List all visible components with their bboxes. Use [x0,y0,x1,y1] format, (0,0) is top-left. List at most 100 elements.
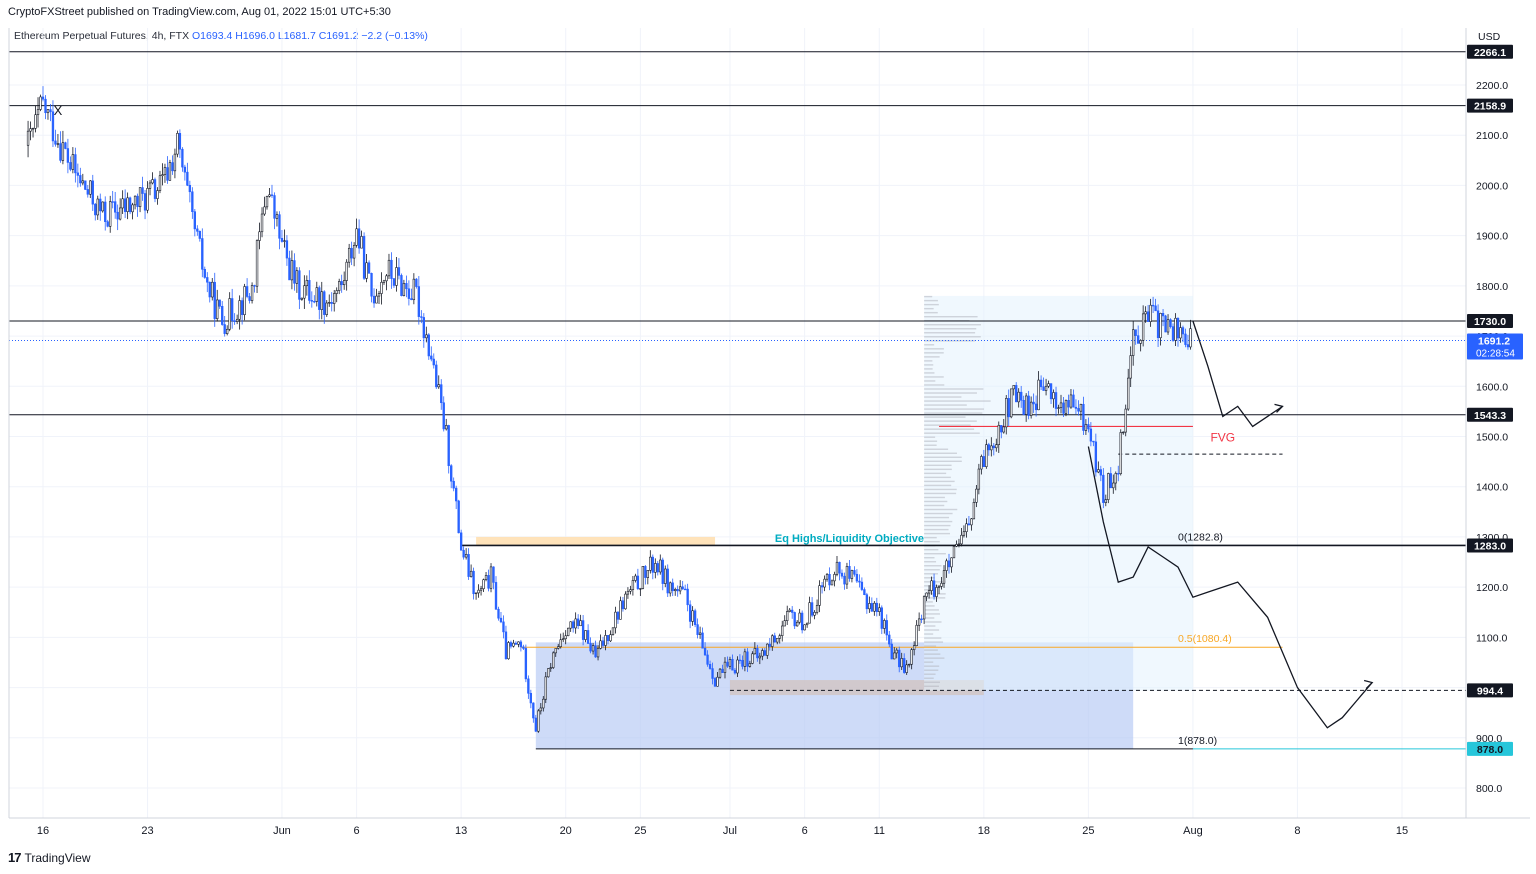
candle-body [293,260,296,284]
volume-profile-bar [924,448,949,450]
candle-body [962,531,966,536]
candle-body [850,570,854,579]
candle-body [34,114,37,129]
zone-supply-block [476,536,716,546]
candle-body [288,257,291,281]
currency-label: USD [1478,31,1501,43]
candle-body [1102,474,1105,503]
candle-body [126,197,129,212]
candle-body [494,582,498,610]
candle-body [133,195,137,206]
candle-body [761,650,764,657]
candle-body [601,640,605,646]
candle-body [937,586,941,588]
time-tick-label: 20 [560,825,572,837]
candle-body [873,602,876,612]
candle-body [741,660,744,667]
candle-body [1027,395,1030,416]
candle-body [1139,340,1142,344]
level-price-badge [1467,44,1513,59]
candle-body [1064,400,1068,414]
candle-body [158,175,162,191]
candle-body [153,179,157,199]
candle-body [514,642,518,645]
candle-body [328,302,331,304]
candle-body [427,334,430,357]
candle-body [415,278,418,287]
candle-body [758,655,762,659]
volume-profile-bar [924,468,952,471]
volume-profile-bar [924,528,949,531]
candle-body [94,203,97,216]
candle-body [629,589,632,592]
candle-body [56,143,60,145]
candle-body [268,194,271,197]
candle-body [1166,319,1170,333]
level-price-label: 878.0 [1477,744,1503,756]
volume-profile-bar [924,496,945,499]
price-tick-label: 900.0 [1476,733,1502,745]
volume-profile-bar [924,344,935,346]
price-tick-label: 1200.0 [1476,582,1508,594]
volume-profile-bar [924,601,933,603]
candle-body [654,563,657,573]
volume-profile-bar [924,476,951,479]
candle-body [584,630,587,640]
candle-body [313,300,316,303]
candle-body [198,230,201,239]
candle-body [196,228,199,232]
candle-body [1049,383,1053,400]
candle-body [942,570,946,584]
candle-body [168,162,172,181]
volume-profile-bar [924,408,985,410]
volume-profile-bar [924,392,977,394]
candle-body [462,549,465,558]
candle-body [1156,310,1160,339]
candle-body [385,275,388,282]
candle-body [1020,391,1023,401]
candle-body [1092,440,1095,443]
candle-body [447,425,450,466]
last-price-label: 1691.2 [1478,335,1510,347]
candle-body [26,130,30,146]
candle-body [1159,313,1162,339]
candle-body [36,109,40,116]
candle-body [1181,327,1185,335]
candle-body [41,96,45,100]
candle-body [1151,304,1155,307]
candle-body [549,667,552,669]
volume-profile-bar [924,649,938,651]
price-tick-label: 1600.0 [1476,381,1508,393]
candle-body [370,273,373,297]
candle-body [372,295,376,304]
candle-body [432,358,435,366]
time-tick-label: 6 [354,825,360,837]
volume-profile-bar [924,488,957,491]
candle-body [813,611,816,616]
price-tick-label: 800.0 [1476,783,1502,795]
candle-body [188,184,192,193]
candle-body [114,201,117,213]
candle-body [482,579,485,590]
candle-body [791,609,794,613]
volume-profile-bar [924,460,962,463]
candle-body [686,588,689,606]
candle-body [604,635,607,646]
volume-profile-bar [924,504,945,507]
candle-body [109,201,112,227]
candle-body [636,575,640,589]
candle-body [1107,473,1110,500]
legend-symbol: Ethereum Perpetual Futures, 4h, FTX [14,30,190,42]
volume-profile-bar [924,324,981,326]
candle-body [935,587,938,597]
candle-body [696,624,699,635]
candle-body [1005,398,1008,428]
candle-body [146,188,149,211]
candle-body [201,238,204,270]
candle-body [1074,406,1078,409]
volume-profile-bar [924,384,945,386]
candle-body [392,278,396,286]
volume-profile-bar [924,637,942,639]
time-tick-label: Jun [273,825,291,837]
